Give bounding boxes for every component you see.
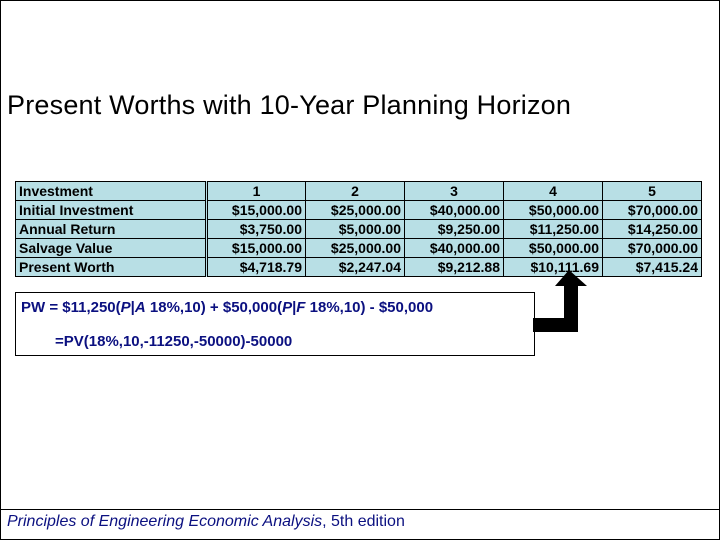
formula-var: P bbox=[282, 299, 293, 316]
table-cell: $5,000.00 bbox=[305, 219, 405, 239]
formula-var: F bbox=[296, 299, 306, 316]
formula-text: 18%,10) - $50,000 bbox=[305, 299, 434, 316]
table-cell: $2,247.04 bbox=[305, 257, 405, 277]
pw-formula: PW = $11,250(P|A 18%,10) + $50,000(P|F 1… bbox=[21, 299, 433, 316]
table-cell: $4,718.79 bbox=[205, 257, 306, 277]
footer-citation: Principles of Engineering Economic Analy… bbox=[7, 513, 405, 531]
table-cell: $70,000.00 bbox=[602, 200, 702, 220]
table-cell: $11,250.00 bbox=[503, 219, 603, 239]
formula-sep: | bbox=[130, 299, 135, 316]
table-row-annual-return: Annual Return $3,750.00 $5,000.00 $9,250… bbox=[15, 219, 702, 239]
formula-sep: | bbox=[292, 299, 297, 316]
edition-text: , 5th edition bbox=[322, 513, 405, 530]
formula-var: P bbox=[120, 299, 131, 316]
excel-formula: =PV(18%,10,-11250,-50000)-50000 bbox=[55, 333, 293, 350]
table-row-initial-investment: Initial Investment $15,000.00 $25,000.00… bbox=[15, 200, 702, 220]
table-row-salvage-value: Salvage Value $15,000.00 $25,000.00 $40,… bbox=[15, 238, 702, 258]
table-cell: $40,000.00 bbox=[404, 238, 504, 258]
footer-rule bbox=[0, 509, 720, 510]
header-investment: Investment bbox=[15, 181, 207, 201]
table-cell: $50,000.00 bbox=[503, 200, 603, 220]
table-cell: $25,000.00 bbox=[305, 238, 405, 258]
table-cell: $7,415.24 bbox=[602, 257, 702, 277]
table-cell: $10,111.69 bbox=[503, 257, 603, 277]
table-header-row: Investment 1 2 3 4 5 bbox=[15, 181, 702, 201]
table-cell: $15,000.00 bbox=[205, 238, 306, 258]
book-title: Principles of Engineering Economic Analy… bbox=[7, 513, 323, 530]
header-col-3: 3 bbox=[404, 181, 504, 201]
table-cell: $14,250.00 bbox=[602, 219, 702, 239]
table-cell: $9,212.88 bbox=[404, 257, 504, 277]
header-col-2: 2 bbox=[305, 181, 405, 201]
header-col-4: 4 bbox=[503, 181, 603, 201]
row-label: Salvage Value bbox=[15, 238, 207, 258]
table-cell: $70,000.00 bbox=[602, 238, 702, 258]
present-worth-table: Investment 1 2 3 4 5 Initial Investment … bbox=[15, 181, 702, 277]
table-cell: $50,000.00 bbox=[503, 238, 603, 258]
table-cell: $15,000.00 bbox=[205, 200, 306, 220]
row-label: Annual Return bbox=[15, 219, 207, 239]
table-cell: $3,750.00 bbox=[205, 219, 306, 239]
arrow-up-icon bbox=[533, 270, 587, 332]
formula-box: PW = $11,250(P|A 18%,10) + $50,000(P|F 1… bbox=[15, 292, 535, 356]
table-cell: $40,000.00 bbox=[404, 200, 504, 220]
row-label: Present Worth bbox=[15, 257, 207, 277]
slide-title: Present Worths with 10-Year Planning Hor… bbox=[7, 90, 572, 120]
formula-text: PW = $11,250( bbox=[21, 299, 121, 316]
header-col-5: 5 bbox=[602, 181, 702, 201]
table-cell: $25,000.00 bbox=[305, 200, 405, 220]
formula-var: A bbox=[134, 299, 146, 316]
table-row-present-worth: Present Worth $4,718.79 $2,247.04 $9,212… bbox=[15, 257, 702, 277]
row-label: Initial Investment bbox=[15, 200, 207, 220]
formula-text: 18%,10) + $50,000( bbox=[145, 299, 283, 316]
header-col-1: 1 bbox=[205, 181, 306, 201]
table-cell: $9,250.00 bbox=[404, 219, 504, 239]
